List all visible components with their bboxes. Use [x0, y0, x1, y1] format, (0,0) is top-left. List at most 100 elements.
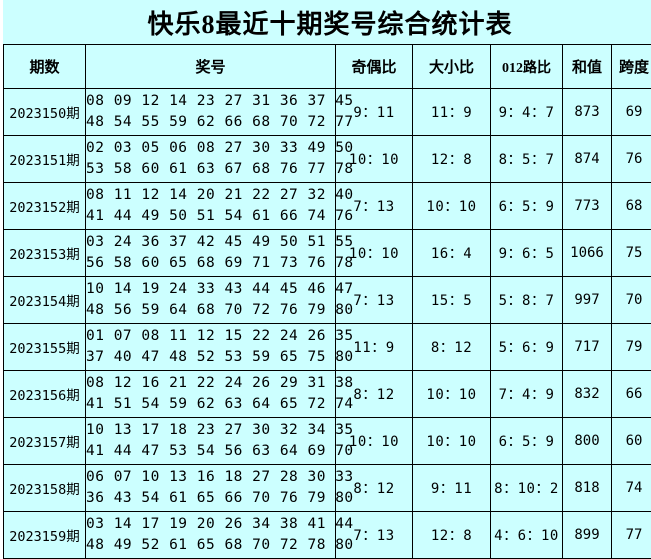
cell-012-ratio: 6：5：9: [491, 418, 563, 465]
cell-sum: 1066: [563, 230, 612, 277]
cell-period: 2023157期: [4, 418, 86, 465]
winning-numbers-line-2: 37 40 47 48 52 53 59 65 75 80: [86, 347, 335, 368]
column-header-span: 跨度: [612, 45, 651, 89]
winning-numbers-line-1: 08 12 16 21 22 24 26 29 31 38: [86, 373, 335, 394]
winning-numbers-line-1: 02 03 05 06 08 27 30 33 49 50: [86, 138, 335, 159]
cell-012-ratio: 4：6：10: [491, 512, 563, 559]
winning-numbers-line-2: 41 44 49 50 51 54 61 66 74 76: [86, 206, 335, 227]
column-header-odd-even-ratio: 奇偶比: [336, 45, 413, 89]
cell-big-small-ratio: 10：10: [413, 418, 491, 465]
cell-span: 74: [612, 465, 651, 512]
cell-span: 60: [612, 418, 651, 465]
cell-span: 69: [612, 89, 651, 136]
cell-period: 2023151期: [4, 136, 86, 183]
cell-span: 75: [612, 230, 651, 277]
cell-012-ratio: 8：10：2: [491, 465, 563, 512]
cell-big-small-ratio: 8：12: [413, 324, 491, 371]
cell-012-ratio: 7：4：9: [491, 371, 563, 418]
cell-sum: 818: [563, 465, 612, 512]
cell-period: 2023152期: [4, 183, 86, 230]
cell-012-ratio: 9：4：7: [491, 89, 563, 136]
winning-numbers-line-2: 48 56 59 64 68 70 72 76 79 80: [86, 300, 335, 321]
cell-012-ratio: 8：5：7: [491, 136, 563, 183]
column-header-period: 期数: [4, 45, 86, 89]
cell-period: 2023150期: [4, 89, 86, 136]
cell-sum: 899: [563, 512, 612, 559]
cell-period: 2023153期: [4, 230, 86, 277]
cell-sum: 873: [563, 89, 612, 136]
cell-span: 77: [612, 512, 651, 559]
column-header-big-small-ratio: 大小比: [413, 45, 491, 89]
lottery-statistics-table: 快乐8最近十期奖号综合统计表 期数 奖号 奇偶比 大小比 012路比 和值 跨度…: [3, 0, 651, 559]
cell-sum: 874: [563, 136, 612, 183]
cell-sum: 832: [563, 371, 612, 418]
winning-numbers-line-2: 36 43 54 61 65 66 70 76 79 80: [86, 488, 335, 509]
winning-numbers-line-2: 48 54 55 59 62 66 68 70 72 77: [86, 112, 335, 133]
cell-period: 2023155期: [4, 324, 86, 371]
table-title-row: 快乐8最近十期奖号综合统计表: [4, 0, 651, 45]
cell-period: 2023154期: [4, 277, 86, 324]
winning-numbers-line-1: 08 11 12 14 20 21 22 27 32 40: [86, 185, 335, 206]
page-title: 快乐8最近十期奖号综合统计表: [4, 0, 651, 45]
cell-012-ratio: 6：5：9: [491, 183, 563, 230]
cell-sum: 717: [563, 324, 612, 371]
cell-span: 79: [612, 324, 651, 371]
cell-big-small-ratio: 16：4: [413, 230, 491, 277]
cell-period: 2023159期: [4, 512, 86, 559]
column-header-012-ratio: 012路比: [491, 45, 563, 89]
cell-012-ratio: 9：6：5: [491, 230, 563, 277]
cell-sum: 800: [563, 418, 612, 465]
winning-numbers-line-2: 53 58 60 61 63 67 68 76 77 78: [86, 159, 335, 180]
winning-numbers-line-1: 01 07 08 11 12 15 22 24 26 35: [86, 326, 335, 347]
cell-big-small-ratio: 9：11: [413, 465, 491, 512]
winning-numbers-line-1: 06 07 10 13 16 18 27 28 30 33: [86, 467, 335, 488]
cell-span: 68: [612, 183, 651, 230]
winning-numbers-line-2: 41 51 54 59 62 63 64 65 72 74: [86, 394, 335, 415]
winning-numbers-line-1: 03 24 36 37 42 45 49 50 51 55: [86, 232, 335, 253]
winning-numbers-line-1: 10 14 19 24 33 43 44 45 46 47: [86, 279, 335, 300]
winning-numbers-line-2: 48 49 52 61 65 68 70 72 78 80: [86, 535, 335, 556]
cell-big-small-ratio: 11：9: [413, 89, 491, 136]
cell-big-small-ratio: 12：8: [413, 512, 491, 559]
cell-span: 76: [612, 136, 651, 183]
cell-period: 2023158期: [4, 465, 86, 512]
statistics-page: 快乐8最近十期奖号综合统计表 期数 奖号 奇偶比 大小比 012路比 和值 跨度…: [0, 0, 651, 535]
winning-numbers-line-2: 41 44 47 53 54 56 63 64 69 70: [86, 441, 335, 462]
column-header-sum: 和值: [563, 45, 612, 89]
winning-numbers-line-1: 10 13 17 18 23 27 30 32 34 35: [86, 420, 335, 441]
cell-sum: 997: [563, 277, 612, 324]
winning-numbers-line-1: 03 14 17 19 20 26 34 38 41 44: [86, 514, 335, 535]
winning-numbers-line-2: 56 58 60 65 68 69 71 73 76 78: [86, 253, 335, 274]
cell-big-small-ratio: 15：5: [413, 277, 491, 324]
cell-sum: 773: [563, 183, 612, 230]
cell-span: 66: [612, 371, 651, 418]
cell-big-small-ratio: 10：10: [413, 183, 491, 230]
cell-period: 2023156期: [4, 371, 86, 418]
cell-012-ratio: 5：8：7: [491, 277, 563, 324]
cell-big-small-ratio: 12：8: [413, 136, 491, 183]
cell-span: 70: [612, 277, 651, 324]
table-header-row: 期数 奖号 奇偶比 大小比 012路比 和值 跨度: [4, 45, 651, 89]
cell-012-ratio: 5：6：9: [491, 324, 563, 371]
cell-big-small-ratio: 10：10: [413, 371, 491, 418]
